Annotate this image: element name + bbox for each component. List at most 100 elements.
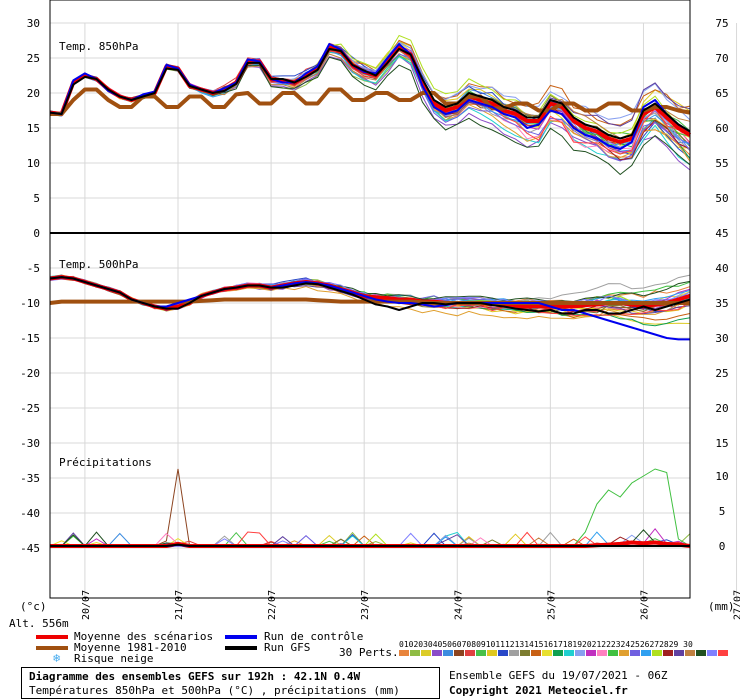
- pert-swatch: [674, 650, 684, 656]
- pert-swatch: [454, 650, 464, 656]
- axis-ticks: 302520151050-5-10-15-20-25-30-35-40-4575…: [20, 17, 740, 620]
- right-tick-label: 55: [715, 157, 728, 170]
- altitude-label: Alt. 556m: [9, 617, 69, 630]
- pert-swatch: [498, 650, 508, 656]
- right-tick-label: 65: [715, 87, 728, 100]
- t850-panel-label: Temp. 850hPa: [59, 40, 138, 53]
- pert-swatch: [641, 650, 651, 656]
- right-tick-label: 30: [715, 332, 728, 345]
- left-tick-label: -45: [20, 542, 40, 555]
- left-tick-label: -10: [20, 297, 40, 310]
- left-tick-label: 30: [27, 17, 40, 30]
- left-tick-label: 10: [27, 157, 40, 170]
- precip-perturbation-line: [50, 468, 691, 547]
- right-tick-label: 75: [715, 17, 728, 30]
- perturbation-line: [49, 43, 691, 160]
- pert-swatch: [718, 650, 728, 656]
- pert-swatch: [652, 650, 662, 656]
- series-line: [50, 87, 691, 116]
- grid: [50, 22, 738, 598]
- left-tick-label: 0: [33, 227, 40, 240]
- left-unit-label: (°c): [20, 600, 47, 613]
- climato-legend-label: Moyenne 1981-2010: [74, 641, 187, 654]
- date-label: 24/07: [453, 590, 464, 620]
- control-legend-line: [225, 635, 257, 639]
- right-tick-label: 70: [715, 52, 728, 65]
- precip-perturbation-line: [50, 468, 691, 547]
- pert-swatch: [663, 650, 673, 656]
- perts-label: 30 Perts.: [339, 646, 399, 659]
- pert-swatch: [575, 650, 585, 656]
- pert-swatch: [619, 650, 629, 656]
- t500-panel-label: Temp. 500hPa: [59, 258, 138, 271]
- left-tick-label: -35: [20, 472, 40, 485]
- series-line: [49, 47, 691, 140]
- pert-swatch: [520, 650, 530, 656]
- right-tick-label: 5: [719, 505, 726, 518]
- snowflake-icon: ❄: [53, 651, 61, 665]
- pert-swatch: [432, 650, 442, 656]
- pert-swatch: [421, 650, 431, 656]
- gfs-legend-line: [225, 646, 257, 650]
- right-tick-label: 0: [719, 540, 726, 553]
- perturbation-line: [49, 34, 691, 134]
- mean-legend-line: [36, 635, 68, 639]
- footer-subtitle: Températures 850hPa et 500hPa (°C) , pré…: [29, 684, 400, 697]
- left-tick-label: 25: [27, 52, 40, 65]
- date-label: 26/07: [639, 590, 650, 620]
- pert-swatch: [685, 650, 695, 656]
- chart-frame: [49, 0, 691, 599]
- run-info: Ensemble GEFS du 19/07/2021 - 06Z: [449, 669, 668, 682]
- pert-swatch: [586, 650, 596, 656]
- perts-numbers: 0102030405060708091011121314151617181920…: [399, 640, 693, 649]
- pert-swatch: [443, 650, 453, 656]
- date-label: 20/07: [81, 590, 92, 620]
- pert-swatch: [399, 650, 409, 656]
- perturbation-line: [49, 51, 691, 158]
- pert-swatch: [509, 650, 519, 656]
- footer-title: Diagramme des ensembles GEFS sur 192h : …: [29, 670, 361, 683]
- pert-swatch: [542, 650, 552, 656]
- left-tick-label: -30: [20, 437, 40, 450]
- pert-swatch: [465, 650, 475, 656]
- gefs-ensemble-chart: 302520151050-5-10-15-20-25-30-35-40-4575…: [20, 0, 740, 620]
- left-tick-label: -15: [20, 332, 40, 345]
- pert-swatch: [553, 650, 563, 656]
- pert-swatch: [487, 650, 497, 656]
- left-tick-label: -5: [27, 262, 40, 275]
- date-label: 25/07: [546, 590, 557, 620]
- main-lines: [49, 43, 692, 548]
- right-tick-label: 50: [715, 192, 728, 205]
- right-tick-label: 45: [715, 227, 728, 240]
- left-tick-label: -25: [20, 402, 40, 415]
- left-tick-label: 15: [27, 122, 40, 135]
- precip-panel-label: Précipitations: [59, 456, 152, 469]
- pert-swatch: [608, 650, 618, 656]
- snow-legend-label: Risque neige: [74, 652, 154, 665]
- right-unit-label: (mm): [708, 600, 735, 613]
- mean-legend-label: Moyenne des scénarios: [74, 630, 214, 643]
- pert-swatch: [707, 650, 717, 656]
- right-tick-label: 60: [715, 122, 728, 135]
- copyright: Copyright 2021 Meteociel.fr: [449, 684, 628, 697]
- series-line: [49, 276, 691, 315]
- pert-swatch: [531, 650, 541, 656]
- right-tick-label: 10: [715, 470, 728, 483]
- left-tick-label: 5: [33, 192, 40, 205]
- climato-legend-line: [36, 646, 68, 650]
- date-label: 22/07: [267, 590, 278, 620]
- pert-swatch: [696, 650, 706, 656]
- perturbation-line: [49, 41, 691, 139]
- pert-swatch: [597, 650, 607, 656]
- pert-swatch: [630, 650, 640, 656]
- pert-swatch: [410, 650, 420, 656]
- right-tick-label: 25: [715, 367, 728, 380]
- control-legend-label: Run de contrôle: [264, 630, 364, 643]
- series-line: [50, 543, 690, 547]
- right-tick-label: 40: [715, 262, 728, 275]
- date-label: 27/07: [733, 590, 740, 620]
- date-label: 21/07: [174, 590, 185, 620]
- left-tick-label: 20: [27, 87, 40, 100]
- pert-swatch: [564, 650, 574, 656]
- footer-title-box: Diagramme des ensembles GEFS sur 192h : …: [21, 667, 440, 699]
